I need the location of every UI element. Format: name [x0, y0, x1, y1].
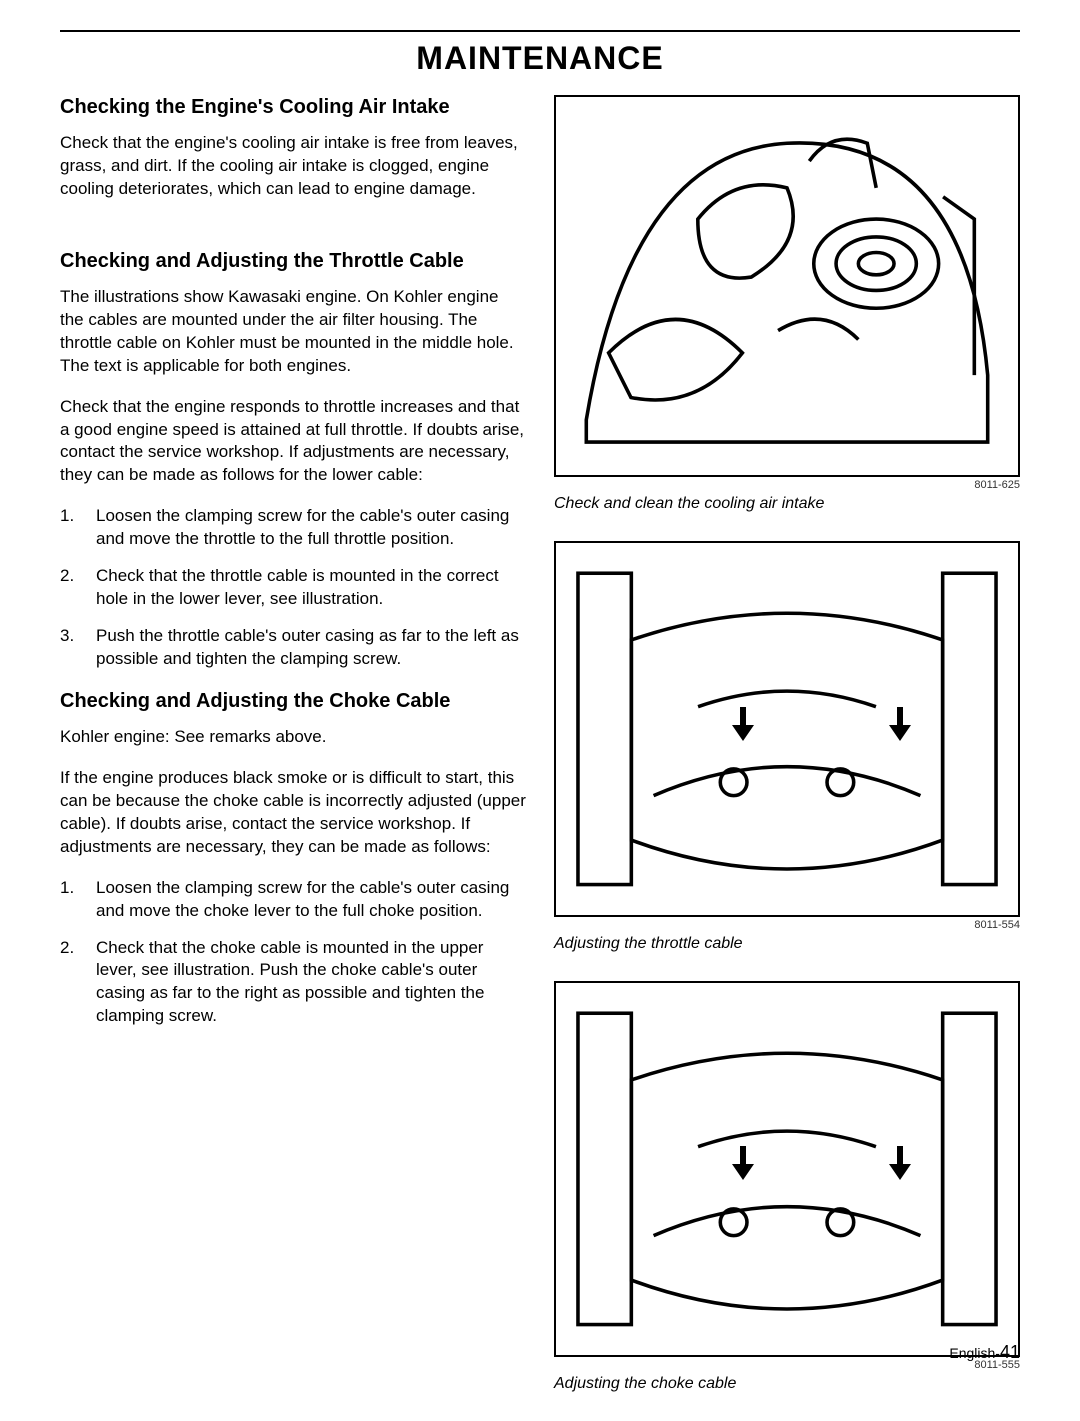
list-item: Check that the choke cable is mounted in… — [60, 937, 526, 1029]
right-column: 8011-625 Check and clean the cooling air… — [554, 95, 1020, 1421]
figure-frame — [554, 95, 1020, 477]
para-cooling-air: Check that the engine's cooling air inta… — [60, 132, 526, 201]
content-columns: Checking the Engine's Cooling Air Intake… — [60, 95, 1020, 1421]
figure-choke: 8011-555 Adjusting the choke cable — [554, 981, 1020, 1393]
list-item: Loosen the clamping screw for the cable'… — [60, 877, 526, 923]
list-item: Push the throttle cable's outer casing a… — [60, 625, 526, 671]
list-item: Check that the throttle cable is mounted… — [60, 565, 526, 611]
line-art-icon — [564, 991, 1010, 1347]
heading-choke: Checking and Adjusting the Choke Cable — [60, 689, 526, 714]
heading-cooling-air: Checking the Engine's Cooling Air Intake — [60, 95, 526, 120]
footer-page-number: 41 — [1000, 1342, 1020, 1362]
heading-throttle: Checking and Adjusting the Throttle Cabl… — [60, 249, 526, 274]
arrow-down-icon — [889, 1146, 911, 1180]
figure-ref-number: 8011-554 — [554, 919, 1020, 931]
figure-caption: Adjusting the choke cable — [554, 1375, 1020, 1393]
arrow-down-icon — [889, 707, 911, 741]
figure-cooling-air: 8011-625 Check and clean the cooling air… — [554, 95, 1020, 513]
figure-frame — [554, 541, 1020, 917]
para-throttle-2: Check that the engine responds to thrott… — [60, 396, 526, 488]
line-art-icon — [564, 551, 1010, 907]
list-throttle-steps: Loosen the clamping screw for the cable'… — [60, 505, 526, 671]
figure-caption: Check and clean the cooling air intake — [554, 495, 1020, 513]
top-rule — [60, 30, 1020, 32]
arrow-down-icon — [732, 707, 754, 741]
arrow-down-icon — [732, 1146, 754, 1180]
para-choke-1: Kohler engine: See remarks above. — [60, 726, 526, 749]
figure-frame — [554, 981, 1020, 1357]
footer-label: English- — [949, 1345, 1000, 1361]
page-footer: English-41 — [949, 1342, 1020, 1363]
page-title: MAINTENANCE — [60, 40, 1020, 77]
list-choke-steps: Loosen the clamping screw for the cable'… — [60, 877, 526, 1029]
figure-throttle: 8011-554 Adjusting the throttle cable — [554, 541, 1020, 953]
para-choke-2: If the engine produces black smoke or is… — [60, 767, 526, 859]
figure-ref-number: 8011-625 — [554, 479, 1020, 491]
list-item: Loosen the clamping screw for the cable'… — [60, 505, 526, 551]
left-column: Checking the Engine's Cooling Air Intake… — [60, 95, 526, 1421]
line-art-icon — [564, 105, 1010, 467]
para-throttle-1: The illustrations show Kawasaki engine. … — [60, 286, 526, 378]
figure-caption: Adjusting the throttle cable — [554, 935, 1020, 953]
